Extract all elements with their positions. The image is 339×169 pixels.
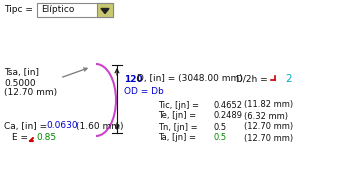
Text: 120: 120 <box>124 75 143 83</box>
Text: Ta, [jn] =: Ta, [jn] = <box>158 134 196 142</box>
Text: 0.5: 0.5 <box>213 123 226 131</box>
Text: Ca, [in] =: Ca, [in] = <box>4 122 47 130</box>
Bar <box>37 3 113 17</box>
Text: Tic, [jn] =: Tic, [jn] = <box>158 101 199 110</box>
Text: (12.70 mm): (12.70 mm) <box>244 134 293 142</box>
Text: OD = Db: OD = Db <box>124 87 164 95</box>
Text: Tsa, [in]: Tsa, [in] <box>4 67 39 77</box>
Text: 0.5: 0.5 <box>213 134 226 142</box>
Text: 0.0630: 0.0630 <box>46 122 78 130</box>
Bar <box>97 3 113 17</box>
Text: (11.82 mm): (11.82 mm) <box>244 101 293 110</box>
Text: Tn, [jn] =: Tn, [jn] = <box>158 123 198 131</box>
Polygon shape <box>101 8 109 14</box>
Text: 0.85: 0.85 <box>36 134 56 142</box>
Text: Te, [jn] =: Te, [jn] = <box>158 112 196 120</box>
Text: (12.70 mm): (12.70 mm) <box>4 89 57 98</box>
Text: (12.70 mm): (12.70 mm) <box>244 123 293 131</box>
Text: Elíptico: Elíptico <box>41 6 74 15</box>
Text: (6.32 mm): (6.32 mm) <box>244 112 288 120</box>
Text: 0.2489: 0.2489 <box>213 112 242 120</box>
Text: Tipc =: Tipc = <box>4 6 33 15</box>
Text: 0.5000: 0.5000 <box>4 78 36 88</box>
Text: (1.60 mm): (1.60 mm) <box>76 122 123 130</box>
Text: E =: E = <box>12 134 28 142</box>
Text: 2: 2 <box>285 74 292 84</box>
Text: D, [in] = (3048.00 mm): D, [in] = (3048.00 mm) <box>137 75 243 83</box>
Text: 0.4652: 0.4652 <box>213 101 242 110</box>
Text: D/2h =: D/2h = <box>236 75 267 83</box>
